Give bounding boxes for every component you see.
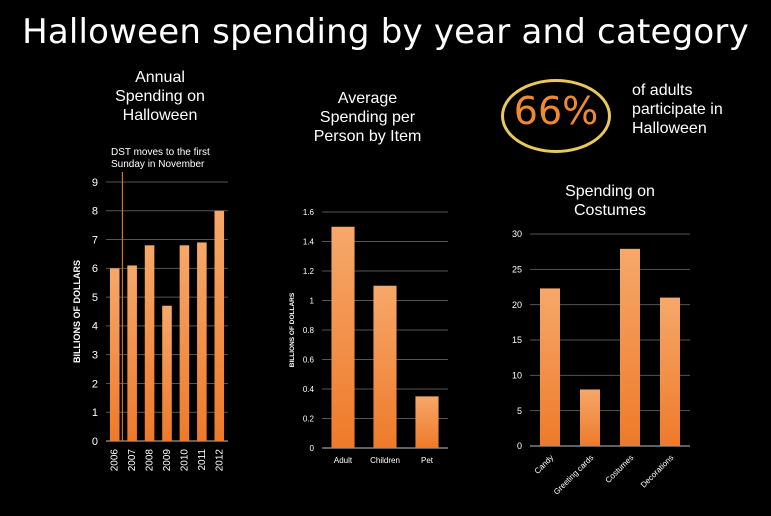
stat-value: 66%	[513, 89, 599, 133]
y-tick-label: 15	[512, 335, 522, 345]
y-tick-label: 0.2	[303, 414, 315, 423]
stat-ring	[501, 79, 611, 153]
page-title: Halloween spending by year and category	[22, 12, 749, 52]
x-tick-label: 2010	[179, 449, 190, 472]
x-tick-label: 2011	[197, 449, 208, 471]
y-tick-label: 5	[92, 292, 98, 304]
y-tick-label: 25	[512, 264, 522, 274]
y-tick-label: 0	[92, 436, 98, 448]
stat-text: of adults participate in Halloween	[632, 82, 723, 137]
y-tick-label: 6	[92, 263, 98, 275]
chart2-title: Average Spending per Person by Item	[313, 90, 422, 145]
bar	[214, 210, 225, 441]
bar	[415, 396, 439, 448]
y-tick-label: 0	[310, 444, 315, 453]
x-tick-label: Greeting cards	[552, 453, 595, 496]
y-tick-label: 5	[517, 406, 522, 416]
y-tick-label: 1.2	[303, 267, 315, 276]
chart1-title: Annual Spending on Halloween	[115, 69, 205, 124]
y-tick-label: 1.4	[303, 237, 315, 246]
x-tick-label: 2012	[214, 449, 225, 472]
x-tick-label: Costumes	[604, 453, 636, 485]
bar	[373, 285, 397, 448]
y-tick-label: 0.6	[303, 355, 315, 364]
bar	[109, 268, 120, 441]
bar	[162, 305, 172, 441]
y-tick-label: 8	[92, 206, 98, 218]
x-tick-label: Pet	[421, 456, 434, 465]
y-tick-label: 2	[92, 378, 98, 390]
dst-annotation: DST moves to the first Sunday in Novembe…	[111, 147, 210, 170]
bar	[331, 226, 355, 448]
y-tick-label: 7	[92, 234, 98, 246]
bar	[144, 245, 155, 441]
y-tick-label: 30	[512, 229, 522, 239]
y-tick-label: 0.8	[303, 326, 315, 335]
chart-2: 0 0.2 0.4 0.6 0.8 1 1.2 1.4 1.6 BILLIONS OF DOLLA…	[289, 208, 448, 465]
chart3-title: Spending on Costumes	[565, 183, 655, 219]
chart-1: 0 1 2 3 4 5 6 7 8 9 BILLIONS OF DOLLARS 2006 2007 200…	[72, 172, 228, 471]
bar	[197, 242, 207, 441]
y-tick-label: 1	[310, 296, 315, 305]
x-tick-label: Adult	[334, 456, 353, 465]
y-axis-label: BILLIONS OF DOLLARS	[289, 292, 296, 367]
bar	[580, 389, 600, 446]
bar	[620, 248, 640, 446]
bar	[660, 297, 680, 446]
y-tick-label: 0	[517, 441, 522, 451]
x-tick-label: 2006	[110, 449, 121, 472]
bar	[179, 245, 190, 441]
y-tick-label: 1	[92, 407, 98, 419]
y-tick-label: 3	[92, 350, 98, 362]
x-tick-label: Decorations	[639, 453, 676, 490]
x-tick-label: 2009	[162, 449, 173, 472]
bar	[127, 265, 137, 441]
y-tick-label: 10	[512, 370, 522, 380]
y-tick-label: 0.4	[303, 385, 315, 394]
y-tick-label: 9	[92, 177, 98, 189]
y-axis-label: BILLIONS OF DOLLARS	[72, 260, 82, 363]
y-tick-label: 1.6	[303, 208, 315, 217]
x-tick-label: 2008	[145, 449, 156, 472]
x-tick-label: 2007	[127, 449, 138, 472]
x-tick-label: Children	[370, 456, 400, 465]
y-tick-label: 4	[92, 321, 98, 333]
bar	[540, 288, 560, 446]
x-tick-label: Candy	[533, 453, 556, 476]
y-tick-label: 20	[512, 300, 522, 310]
